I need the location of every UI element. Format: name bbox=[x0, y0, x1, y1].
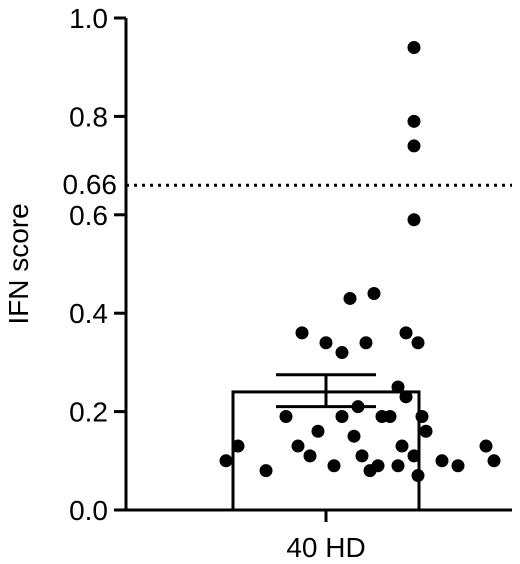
data-point bbox=[487, 454, 501, 468]
y-tick-label: 0.6 bbox=[69, 200, 108, 231]
data-point bbox=[259, 464, 273, 478]
data-point bbox=[435, 454, 449, 468]
y-tick-label: 0.0 bbox=[69, 495, 108, 526]
data-point bbox=[407, 139, 421, 153]
bar-group bbox=[231, 373, 421, 512]
y-axis-title: IFN score bbox=[3, 203, 34, 324]
data-point bbox=[415, 410, 429, 424]
data-point bbox=[279, 410, 293, 424]
data-point bbox=[407, 41, 421, 55]
data-point bbox=[367, 287, 381, 301]
data-point bbox=[399, 390, 413, 404]
axes: 0.0 0.2 0.4 0.6 0.8 1.0 bbox=[69, 3, 512, 526]
data-point bbox=[451, 459, 465, 473]
data-point bbox=[411, 469, 425, 483]
y-tick-label: 0.8 bbox=[69, 101, 108, 132]
data-point bbox=[311, 424, 325, 438]
data-point bbox=[395, 439, 409, 453]
bar bbox=[231, 390, 421, 512]
data-point bbox=[411, 336, 425, 350]
data-point bbox=[407, 213, 421, 227]
data-point bbox=[335, 346, 349, 360]
data-point bbox=[391, 380, 405, 394]
data-point bbox=[319, 336, 333, 350]
data-point bbox=[479, 439, 493, 453]
data-point bbox=[355, 449, 369, 463]
points-group bbox=[219, 41, 501, 483]
category-label: 40 HD bbox=[286, 532, 365, 563]
data-point bbox=[335, 410, 349, 424]
data-point bbox=[391, 459, 405, 473]
y-tick-label: 1.0 bbox=[69, 3, 108, 34]
data-point bbox=[407, 449, 421, 463]
data-point bbox=[399, 326, 413, 340]
data-point bbox=[303, 449, 317, 463]
y-tick-label: 0.4 bbox=[69, 298, 108, 329]
data-point bbox=[347, 429, 361, 443]
data-point bbox=[231, 439, 245, 453]
data-point bbox=[219, 454, 233, 468]
threshold-label: 0.66 bbox=[63, 169, 118, 200]
data-point bbox=[291, 439, 305, 453]
data-point bbox=[351, 400, 365, 414]
data-point bbox=[295, 326, 309, 340]
data-point bbox=[407, 114, 421, 128]
y-tick-label: 0.2 bbox=[69, 397, 108, 428]
data-point bbox=[419, 424, 433, 438]
data-point bbox=[343, 291, 357, 305]
data-point bbox=[327, 459, 341, 473]
data-point bbox=[383, 410, 397, 424]
data-point bbox=[371, 459, 385, 473]
data-point bbox=[359, 336, 373, 350]
